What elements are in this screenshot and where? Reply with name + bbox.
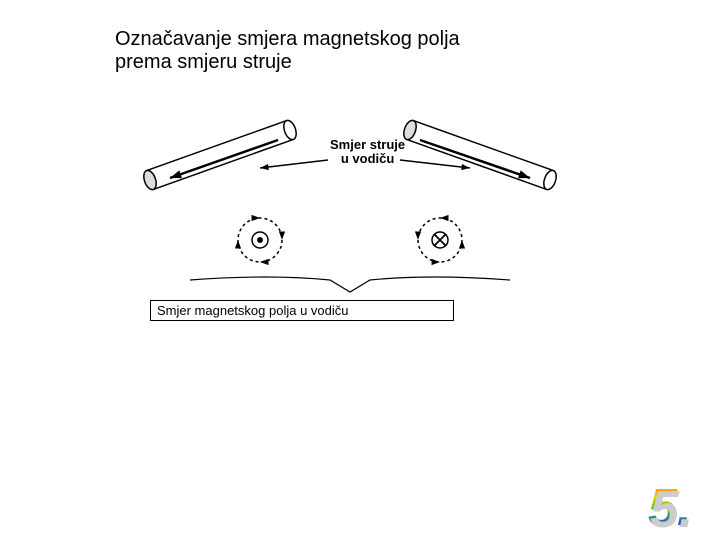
magnetic-field-diagram [0,0,720,540]
